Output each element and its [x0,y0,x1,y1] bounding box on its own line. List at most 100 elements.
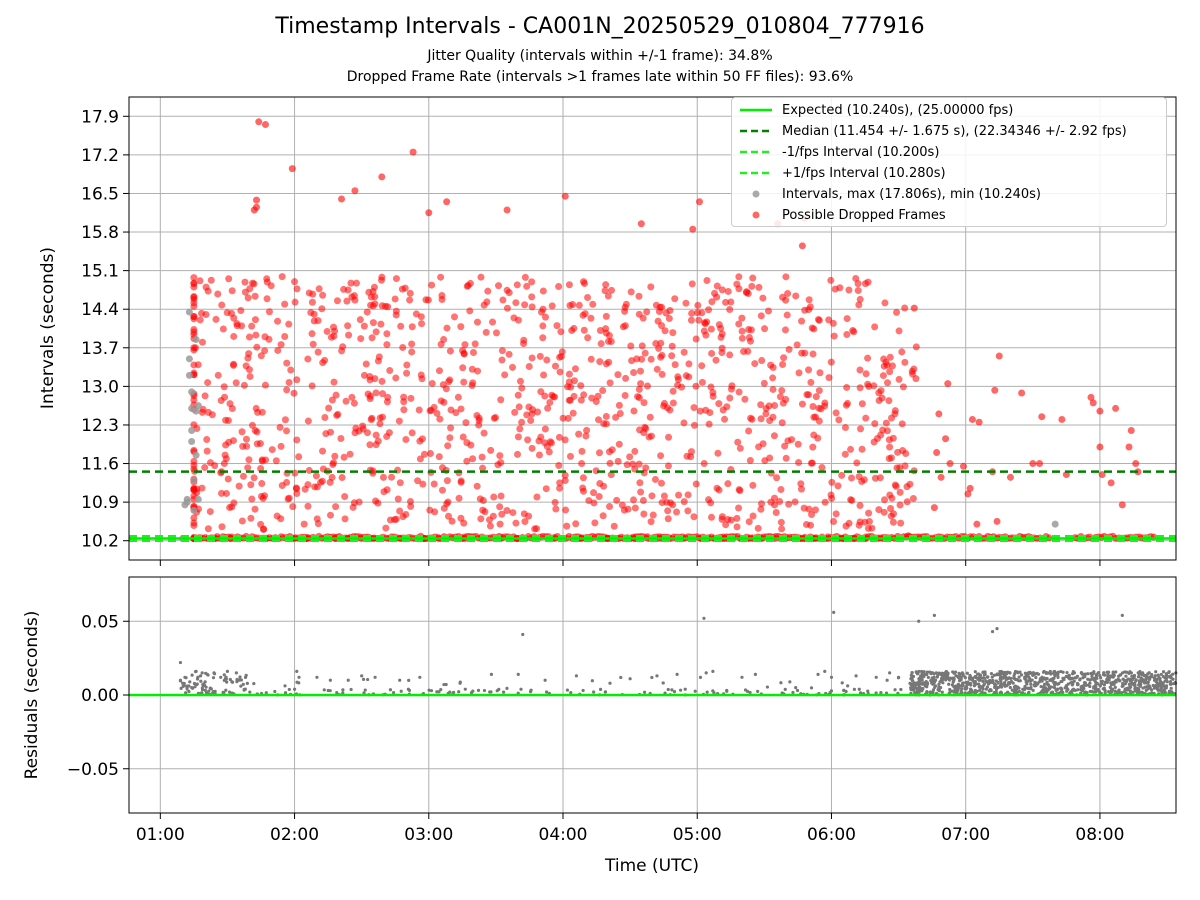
residual-point [874,691,878,695]
dropped-frame-point [835,416,843,424]
dropped-frame-point [680,348,688,356]
dropped-frame-point [214,371,222,379]
dropped-frame-point [202,283,210,291]
legend-item-intervals: Intervals, max (17.806s), min (10.240s) [740,184,1041,204]
dropped-frame-point [284,495,292,503]
dropped-frame-point [966,484,974,492]
residual-point [516,672,520,676]
dropped-frame-point [190,396,198,404]
dropped-frame-point [356,316,364,324]
dropped-frame-point [469,348,477,356]
dropped-frame-point [476,495,484,503]
dropped-frame-point [407,502,415,510]
dropped-frame-point [416,455,424,463]
residual-point [248,690,252,694]
dropped-frame-point [855,301,863,309]
dropped-frame-point [541,313,549,321]
legend-label: Expected (10.240s), (25.00000 fps) [782,102,1014,118]
dropped-frame-point [428,379,436,387]
dropped-frame-point [666,406,674,414]
dropped-frame-point [821,498,829,506]
residual-point [942,673,947,677]
dropped-frame-point [508,363,516,371]
residual-point [960,671,964,675]
dropped-frame-point [678,383,686,391]
residual-point [211,676,216,680]
dropped-frame-point [614,457,622,465]
dropped-frame-point [660,399,668,407]
dropped-frame-point [543,356,551,364]
dropped-frame-point [528,303,536,311]
dropped-frame-point [557,328,565,336]
dropped-frame-point [765,402,773,410]
x-tick-label: 02:00 [270,825,319,845]
dropped-frame-point [475,414,483,422]
dropped-frame-point [589,300,597,308]
dropped-frame-point [258,480,266,488]
dropped-frame-point [580,326,588,334]
residual-point [1023,676,1027,681]
dropped-frame-point [736,444,744,452]
residuals-points [178,610,1178,697]
dropped-frame-point [1089,399,1097,407]
dropped-frame-point [289,503,297,511]
residual-point [1057,681,1061,686]
dropped-frame-point [1006,473,1014,481]
residual-point [992,682,997,686]
residual-point [569,690,573,695]
residual-point [917,678,922,682]
dropped-frame-point [372,389,380,397]
dropped-frame-point [771,402,779,410]
dropped-frame-point [190,421,198,429]
dropped-frame-point [281,300,289,308]
dropped-frame-point [733,523,741,531]
dropped-frame-point [622,374,630,382]
dropped-frame-point [608,446,616,454]
dropped-frame-point [511,408,519,416]
dropped-frame-point [626,453,634,461]
residual-point [1123,682,1127,686]
residual-point [1127,671,1131,675]
residual-point [1076,688,1080,692]
dropped-frame-point [685,360,693,368]
dropped-frame-point [757,500,765,508]
residual-point [920,689,924,693]
dropped-frame-point [777,518,785,526]
dropped-frame-point [773,474,781,482]
residual-point [1159,682,1164,687]
dropped-frame-point [283,427,291,435]
dropped-frame-point [770,432,778,440]
dropped-frame-point [348,393,356,401]
residual-point [1105,680,1109,684]
dropped-frame-point [748,415,756,423]
dropped-frame-point [694,309,702,317]
dropped-frame-point [301,485,309,493]
dropped-frame-point [694,301,702,309]
dropped-frame-point [692,382,700,390]
dropped-frame-point [764,307,772,315]
legend-item-median: Median (11.454 +/- 1.675 s), (22.34346 +… [740,121,1127,141]
residual-point [1082,686,1086,691]
residual-point [603,690,607,694]
residual-point [937,688,941,692]
residual-point [195,677,200,681]
dropped-frame-point [657,452,665,460]
residual-point [501,690,506,694]
residual-point [1028,677,1032,681]
dropped-frame-point [687,316,695,324]
dropped-frame-point [295,453,303,461]
dropped-frame-point [735,285,743,293]
dropped-frame-point [541,392,549,400]
dropped-frame-point [602,420,610,428]
dropped-frame-point [635,460,643,468]
dropped-frame-point [196,277,204,285]
dropped-frame-point [497,459,505,467]
dropped-frame-point [214,290,222,298]
dropped-frame-point [190,519,198,527]
residual-point [925,670,929,674]
residual-point [187,689,191,694]
dropped-frame-point [254,408,262,416]
residual-point [1045,680,1049,684]
dropped-frame-point [883,361,891,369]
residual-point [1137,687,1141,691]
